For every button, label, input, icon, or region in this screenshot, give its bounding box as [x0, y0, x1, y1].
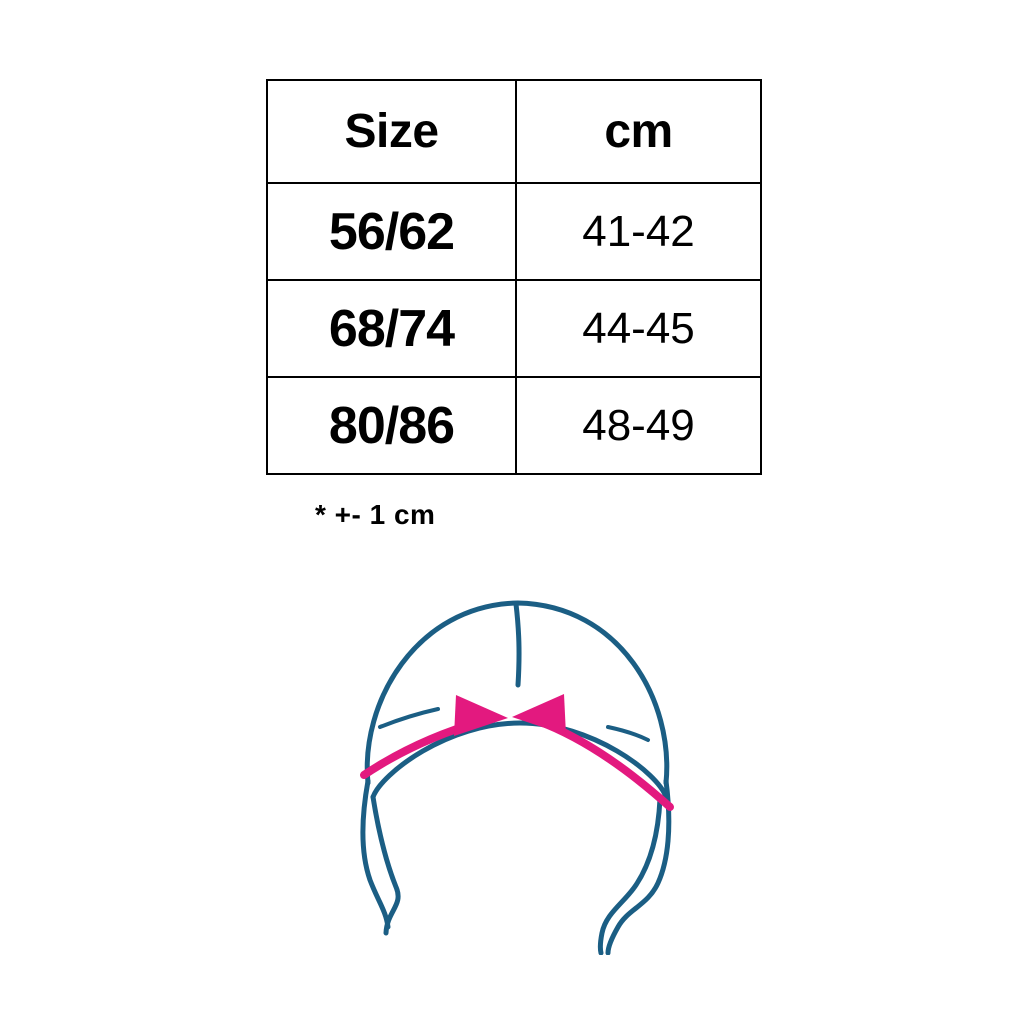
cell-size-value: 68/74	[266, 279, 517, 378]
table-header-row: Size cm	[266, 79, 762, 184]
size-chart-table: Size cm 56/62 41-42 68/74 44-45 80/86 48…	[266, 79, 762, 475]
hat-left-tie	[370, 794, 401, 936]
cell-size-value: 56/62	[266, 182, 517, 281]
cell-cm-value: 41-42	[515, 182, 762, 281]
hat-top-seam	[513, 601, 522, 688]
hat-left-body	[360, 778, 391, 930]
hat-diagram-svg	[360, 600, 674, 955]
baby-hat-diagram	[330, 575, 710, 955]
hat-brim-band	[370, 720, 669, 800]
table-row: 68/74 44-45	[266, 279, 762, 378]
column-header-size: Size	[266, 79, 517, 184]
table-row: 80/86 48-49	[266, 376, 762, 475]
measure-line-right	[534, 717, 674, 811]
hat-brim-tick-right	[606, 725, 650, 742]
cell-size-value: 80/86	[266, 376, 517, 475]
cell-cm-value: 48-49	[515, 376, 762, 475]
table-row: 56/62 41-42	[266, 182, 762, 281]
hat-right-tie	[597, 796, 663, 955]
hat-brim-tick-left	[378, 707, 440, 729]
cell-cm-value: 44-45	[515, 279, 762, 378]
tolerance-footnote: * +- 1 cm	[315, 499, 436, 530]
measure-arrow-right	[454, 695, 508, 736]
measure-arrow-left	[512, 694, 566, 735]
column-header-cm: cm	[515, 79, 762, 184]
hat-right-body	[605, 778, 672, 955]
